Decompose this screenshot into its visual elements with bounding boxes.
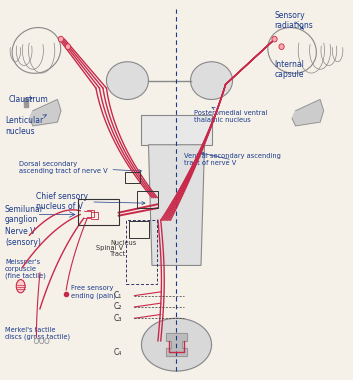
Text: C₃: C₃ [114, 314, 122, 323]
Ellipse shape [40, 338, 44, 344]
Polygon shape [149, 145, 204, 266]
Ellipse shape [279, 44, 284, 49]
Polygon shape [29, 100, 61, 126]
Ellipse shape [34, 338, 38, 344]
Ellipse shape [45, 338, 49, 344]
Text: Tract: Tract [110, 251, 126, 257]
Polygon shape [142, 114, 211, 145]
Ellipse shape [16, 280, 25, 293]
Polygon shape [142, 318, 211, 371]
Text: Posteromedial ventral
thalamic nucleus: Posteromedial ventral thalamic nucleus [194, 107, 267, 123]
Text: Internal
capsule: Internal capsule [275, 60, 304, 79]
Text: Spinal V: Spinal V [96, 245, 123, 252]
Ellipse shape [272, 36, 277, 42]
Text: Semilunar
ganglion: Semilunar ganglion [5, 205, 44, 224]
Text: Meissner's
corpuscle
(fine tactile): Meissner's corpuscle (fine tactile) [5, 259, 46, 279]
Ellipse shape [58, 36, 64, 42]
Polygon shape [24, 98, 28, 107]
Text: Nucleus: Nucleus [110, 240, 136, 246]
Polygon shape [166, 333, 187, 356]
Text: Sensory
radiations: Sensory radiations [275, 11, 313, 30]
Text: C₁: C₁ [114, 291, 122, 300]
Text: Nerve V
(sensory): Nerve V (sensory) [5, 228, 41, 247]
Ellipse shape [65, 44, 71, 49]
Text: Free sensory
ending (pain): Free sensory ending (pain) [71, 285, 116, 299]
Text: C₂: C₂ [114, 302, 122, 312]
Ellipse shape [191, 62, 233, 100]
Text: Chief sensory
nucleus of V: Chief sensory nucleus of V [36, 192, 145, 211]
Text: C₄: C₄ [114, 348, 122, 357]
Text: Lenticular
nucleus: Lenticular nucleus [5, 115, 46, 136]
Text: Ventral secondary ascending
tract of nerve V: Ventral secondary ascending tract of ner… [184, 152, 280, 166]
Text: Claustrum: Claustrum [8, 95, 48, 104]
Text: Merkel's tactile
discs (gross tactile): Merkel's tactile discs (gross tactile) [5, 326, 70, 340]
Text: Dorsal secondary
ascending tract of nerve V: Dorsal secondary ascending tract of nerv… [19, 161, 142, 174]
Polygon shape [292, 100, 324, 126]
Ellipse shape [107, 62, 149, 100]
